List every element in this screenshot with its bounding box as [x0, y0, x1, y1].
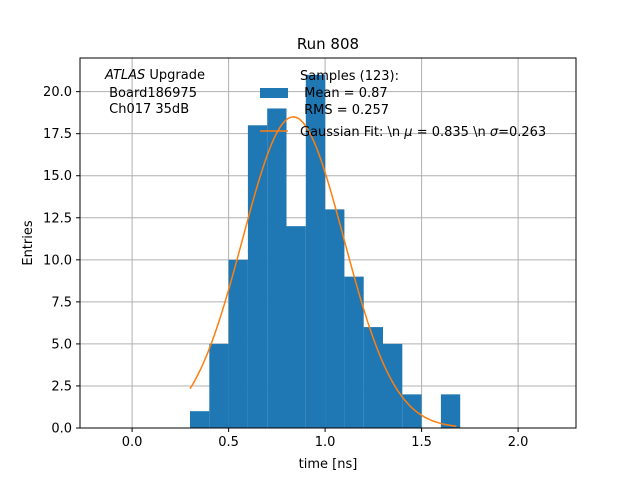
- x-tick-label-1: 0.5: [218, 435, 239, 450]
- legend-fit-mu: μ: [403, 125, 412, 140]
- histogram-bar-0: [190, 411, 210, 428]
- gaussian-fit: [189, 116, 457, 427]
- y-tick-label-4: 10.0: [43, 253, 72, 268]
- x-axis-ticks: 0.0 0.5 1.0 1.5 2.0: [122, 428, 529, 450]
- annotation-line-1: ATLAS Upgrade: [104, 68, 205, 83]
- atlas-annotation: ATLAS Upgrade Board186975 Ch017 35dB: [104, 68, 205, 117]
- y-tick-label-1: 2.5: [51, 379, 72, 394]
- legend-fit-label: Gaussian Fit: \n μ = 0.835 \n σ=0.263: [300, 125, 546, 140]
- histogram-bar-9: [363, 327, 384, 428]
- legend-hist-swatch: [260, 88, 288, 98]
- legend-samples: Samples (123):: [300, 69, 399, 84]
- y-tick-label-8: 20.0: [43, 85, 72, 100]
- x-tick-label-4: 2.0: [508, 435, 529, 450]
- legend-fit-prefix: Gaussian Fit: \n: [300, 125, 404, 140]
- legend-mean: Mean = 0.87: [300, 86, 388, 101]
- histogram-bar-13: [440, 394, 461, 428]
- legend-rms: RMS = 0.257: [300, 103, 389, 118]
- annotation-board: Board186975: [105, 86, 197, 101]
- gaussian-fit-curve: [189, 116, 457, 427]
- histogram-bar-11: [402, 394, 422, 428]
- x-tick-label-0: 0.0: [122, 435, 143, 450]
- chart-title: Run 808: [297, 35, 359, 53]
- legend-fit-end: =0.263: [498, 125, 546, 140]
- y-tick-label-2: 5.0: [51, 337, 72, 352]
- histogram-bar-6: [305, 74, 326, 429]
- y-tick-label-6: 15.0: [43, 169, 72, 184]
- annotation-upgrade: Upgrade: [145, 68, 205, 83]
- histogram-bar-2: [228, 259, 248, 428]
- annotation-atlas: ATLAS: [104, 68, 145, 83]
- histogram-bar-8: [344, 276, 364, 428]
- legend-fit-mid: = 0.835 \n: [413, 125, 490, 140]
- histogram-bars: [190, 74, 461, 429]
- histogram-bar-5: [286, 226, 306, 428]
- histogram-bar-4: [267, 108, 287, 429]
- annotation-channel: Ch017 35dB: [105, 102, 189, 117]
- y-tick-label-3: 7.5: [51, 295, 72, 310]
- legend-fit-sigma: σ: [490, 125, 499, 140]
- y-tick-label-5: 12.5: [43, 211, 72, 226]
- histogram-bar-3: [247, 125, 268, 428]
- x-tick-label-2: 1.0: [315, 435, 336, 450]
- x-tick-label-3: 1.5: [411, 435, 432, 450]
- histogram-bar-10: [383, 343, 403, 428]
- y-tick-label-7: 17.5: [43, 127, 72, 142]
- histogram-bar-7: [325, 209, 345, 428]
- y-axis-ticks: 0.0 2.5 5.0 7.5 10.0 12.5 15.0 17.5 20.0: [43, 85, 80, 437]
- histogram-bar-1: [209, 343, 229, 428]
- plot-frame: [79, 57, 577, 429]
- x-axis-label: time [ns]: [299, 457, 358, 472]
- y-tick-label-0: 0.0: [51, 422, 72, 437]
- legend: Samples (123): Mean = 0.87 RMS = 0.257 G…: [260, 69, 546, 140]
- y-axis-label: Entries: [21, 220, 36, 266]
